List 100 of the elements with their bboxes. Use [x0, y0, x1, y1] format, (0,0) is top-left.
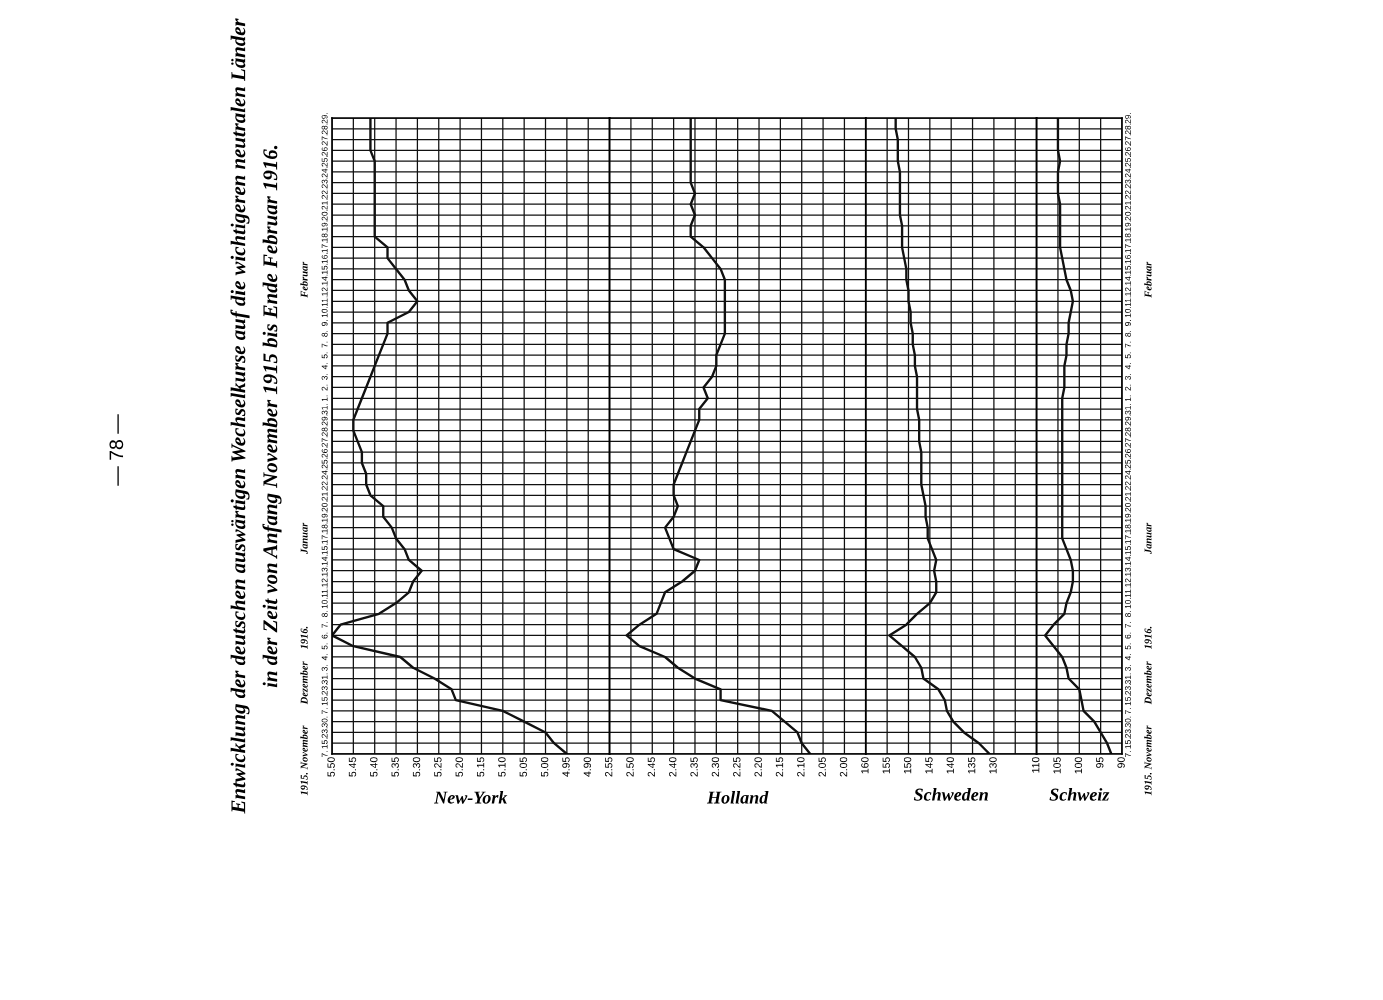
- y-tick-label: 5.: [1125, 643, 1131, 650]
- y-tick-label: 28.: [1125, 123, 1131, 135]
- x-tick-label: 105: [1053, 757, 1061, 774]
- y-tick-label: 12.: [321, 576, 328, 587]
- y-tick-label: 7.: [1125, 621, 1131, 628]
- y-tick-label: 2.: [1125, 384, 1131, 391]
- y-tick-label: 5.: [321, 643, 328, 650]
- y-tick-label: 5.: [321, 352, 328, 359]
- x-tick-label: 2.20: [754, 757, 762, 777]
- x-tick-label: 5.40: [370, 757, 378, 777]
- y-tick-label: 29.: [321, 112, 328, 124]
- x-tick-label: 100: [1074, 757, 1083, 774]
- x-tick-label: 2.50: [626, 757, 634, 777]
- y-tick-label: 31.: [321, 673, 328, 685]
- y-tick-label: 28.: [321, 123, 328, 135]
- x-axis-title: Holland: [706, 790, 769, 804]
- y-tick-label: 15.: [321, 738, 328, 749]
- x-tick-label: 150: [903, 757, 912, 774]
- y-tick-label: 18.: [321, 231, 328, 242]
- text: Dezember: [300, 661, 308, 705]
- y-tick-label: 22.: [1125, 188, 1131, 199]
- y-tick-label: 27.: [1125, 436, 1131, 447]
- y-tick-label: 25.: [321, 457, 328, 469]
- y-tick-label: 15.: [321, 544, 328, 555]
- y-tick-label: 31.: [1125, 404, 1131, 415]
- y-tick-label: 7.: [321, 708, 328, 714]
- y-tick-label: 29.: [1125, 414, 1131, 426]
- y-tick-label: 24.: [1125, 166, 1131, 178]
- x-tick-label: 110: [1032, 757, 1040, 773]
- y-tick-label: 24.: [321, 166, 328, 178]
- y-tick-label: 29.: [1125, 112, 1131, 124]
- y-tick-label: 25.: [1125, 156, 1131, 167]
- y-tick-label: 12.: [321, 285, 328, 296]
- y-tick-label: 11.: [321, 587, 328, 598]
- x-tick-label: 5.25: [434, 757, 442, 777]
- y-tick-label: 20.: [321, 209, 328, 221]
- y-tick-label: 10.: [321, 598, 328, 609]
- x-axis-title: New-York: [434, 790, 508, 804]
- x-tick-label: 5.05: [519, 757, 527, 777]
- x-tick-label: 135: [967, 757, 976, 774]
- x-tick-label: 2.40: [669, 757, 677, 777]
- y-tick-label: 13.: [321, 565, 328, 576]
- y-tick-label: 22.: [1125, 479, 1131, 490]
- y-tick-label: 19.: [321, 511, 328, 522]
- x-tick-label: 2.35: [690, 757, 698, 777]
- y-tick-label: 4.: [321, 654, 328, 661]
- y-tick-label: 26.: [1125, 447, 1131, 458]
- y-tick-label: 10.: [321, 307, 328, 318]
- y-tick-label: 18.: [1125, 522, 1131, 533]
- x-tick-label: 5.15: [476, 757, 485, 777]
- x-axis-title: Schweiz: [1049, 788, 1110, 801]
- y-tick-label: 15.: [1125, 263, 1131, 275]
- y-tick-label: 11.: [1125, 296, 1131, 307]
- y-tick-label: 26.: [321, 145, 328, 156]
- y-tick-label: 19.: [1125, 511, 1131, 522]
- y-tick-label: 4.: [1125, 654, 1131, 661]
- y-tick-label: 1.: [1125, 395, 1131, 402]
- x-tick-label: 5.50: [327, 757, 335, 777]
- y-tick-label: 12.: [1125, 285, 1131, 296]
- y-tick-label: 22.: [321, 188, 328, 199]
- y-tick-label: 21.: [321, 490, 328, 501]
- x-tick-label: 2.25: [733, 757, 741, 777]
- x-tick-label: 5.30: [412, 757, 421, 777]
- x-tick-label: 2.55: [604, 757, 613, 777]
- x-tick-label: 90: [1117, 757, 1125, 768]
- y-tick-label: 4.: [1125, 363, 1131, 370]
- y-tick-label: 20.: [321, 501, 328, 512]
- y-tick-label: 28.: [1125, 425, 1131, 436]
- text: Februar: [300, 261, 308, 298]
- y-tick-label: 9.: [321, 320, 328, 326]
- y-tick-label: 31.: [321, 404, 328, 415]
- y-tick-label: 27.: [1125, 134, 1131, 145]
- y-tick-label: 7.: [321, 341, 328, 348]
- y-tick-label: 26.: [321, 447, 328, 458]
- x-tick-label: 95: [1096, 757, 1104, 768]
- y-tick-label: 17.: [321, 242, 328, 253]
- x-tick-label: 5.10: [498, 757, 506, 777]
- y-tick-label: 26.: [1125, 145, 1131, 156]
- y-tick-label: 15.: [321, 695, 328, 706]
- x-tick-label: 155: [882, 757, 890, 774]
- y-tick-label: 30.: [1125, 716, 1131, 728]
- y-tick-label: 25.: [321, 156, 328, 167]
- y-tick-label: 4.: [321, 363, 328, 370]
- y-tick-label: 7.: [321, 621, 328, 628]
- y-tick-label: 14.: [321, 274, 328, 285]
- y-tick-label: 24.: [321, 468, 328, 480]
- x-tick-label: 2.45: [647, 757, 656, 777]
- x-tick-label: 5.20: [455, 757, 463, 777]
- x-tick-label: 2.30: [711, 757, 720, 777]
- y-tick-label: 7.: [1125, 751, 1131, 758]
- text: 1916.: [300, 626, 308, 650]
- y-tick-label: 27.: [321, 436, 328, 447]
- text: Dezember: [1144, 661, 1152, 705]
- y-tick-label: 3.: [321, 665, 328, 671]
- y-tick-label: 12.: [1125, 576, 1131, 587]
- x-axis-title: Schweden: [913, 788, 988, 801]
- x-tick-label: 5.45: [348, 757, 357, 777]
- y-tick-label: 21.: [1125, 490, 1131, 501]
- text: Januar: [1144, 522, 1152, 555]
- y-tick-label: 6.: [1125, 632, 1131, 639]
